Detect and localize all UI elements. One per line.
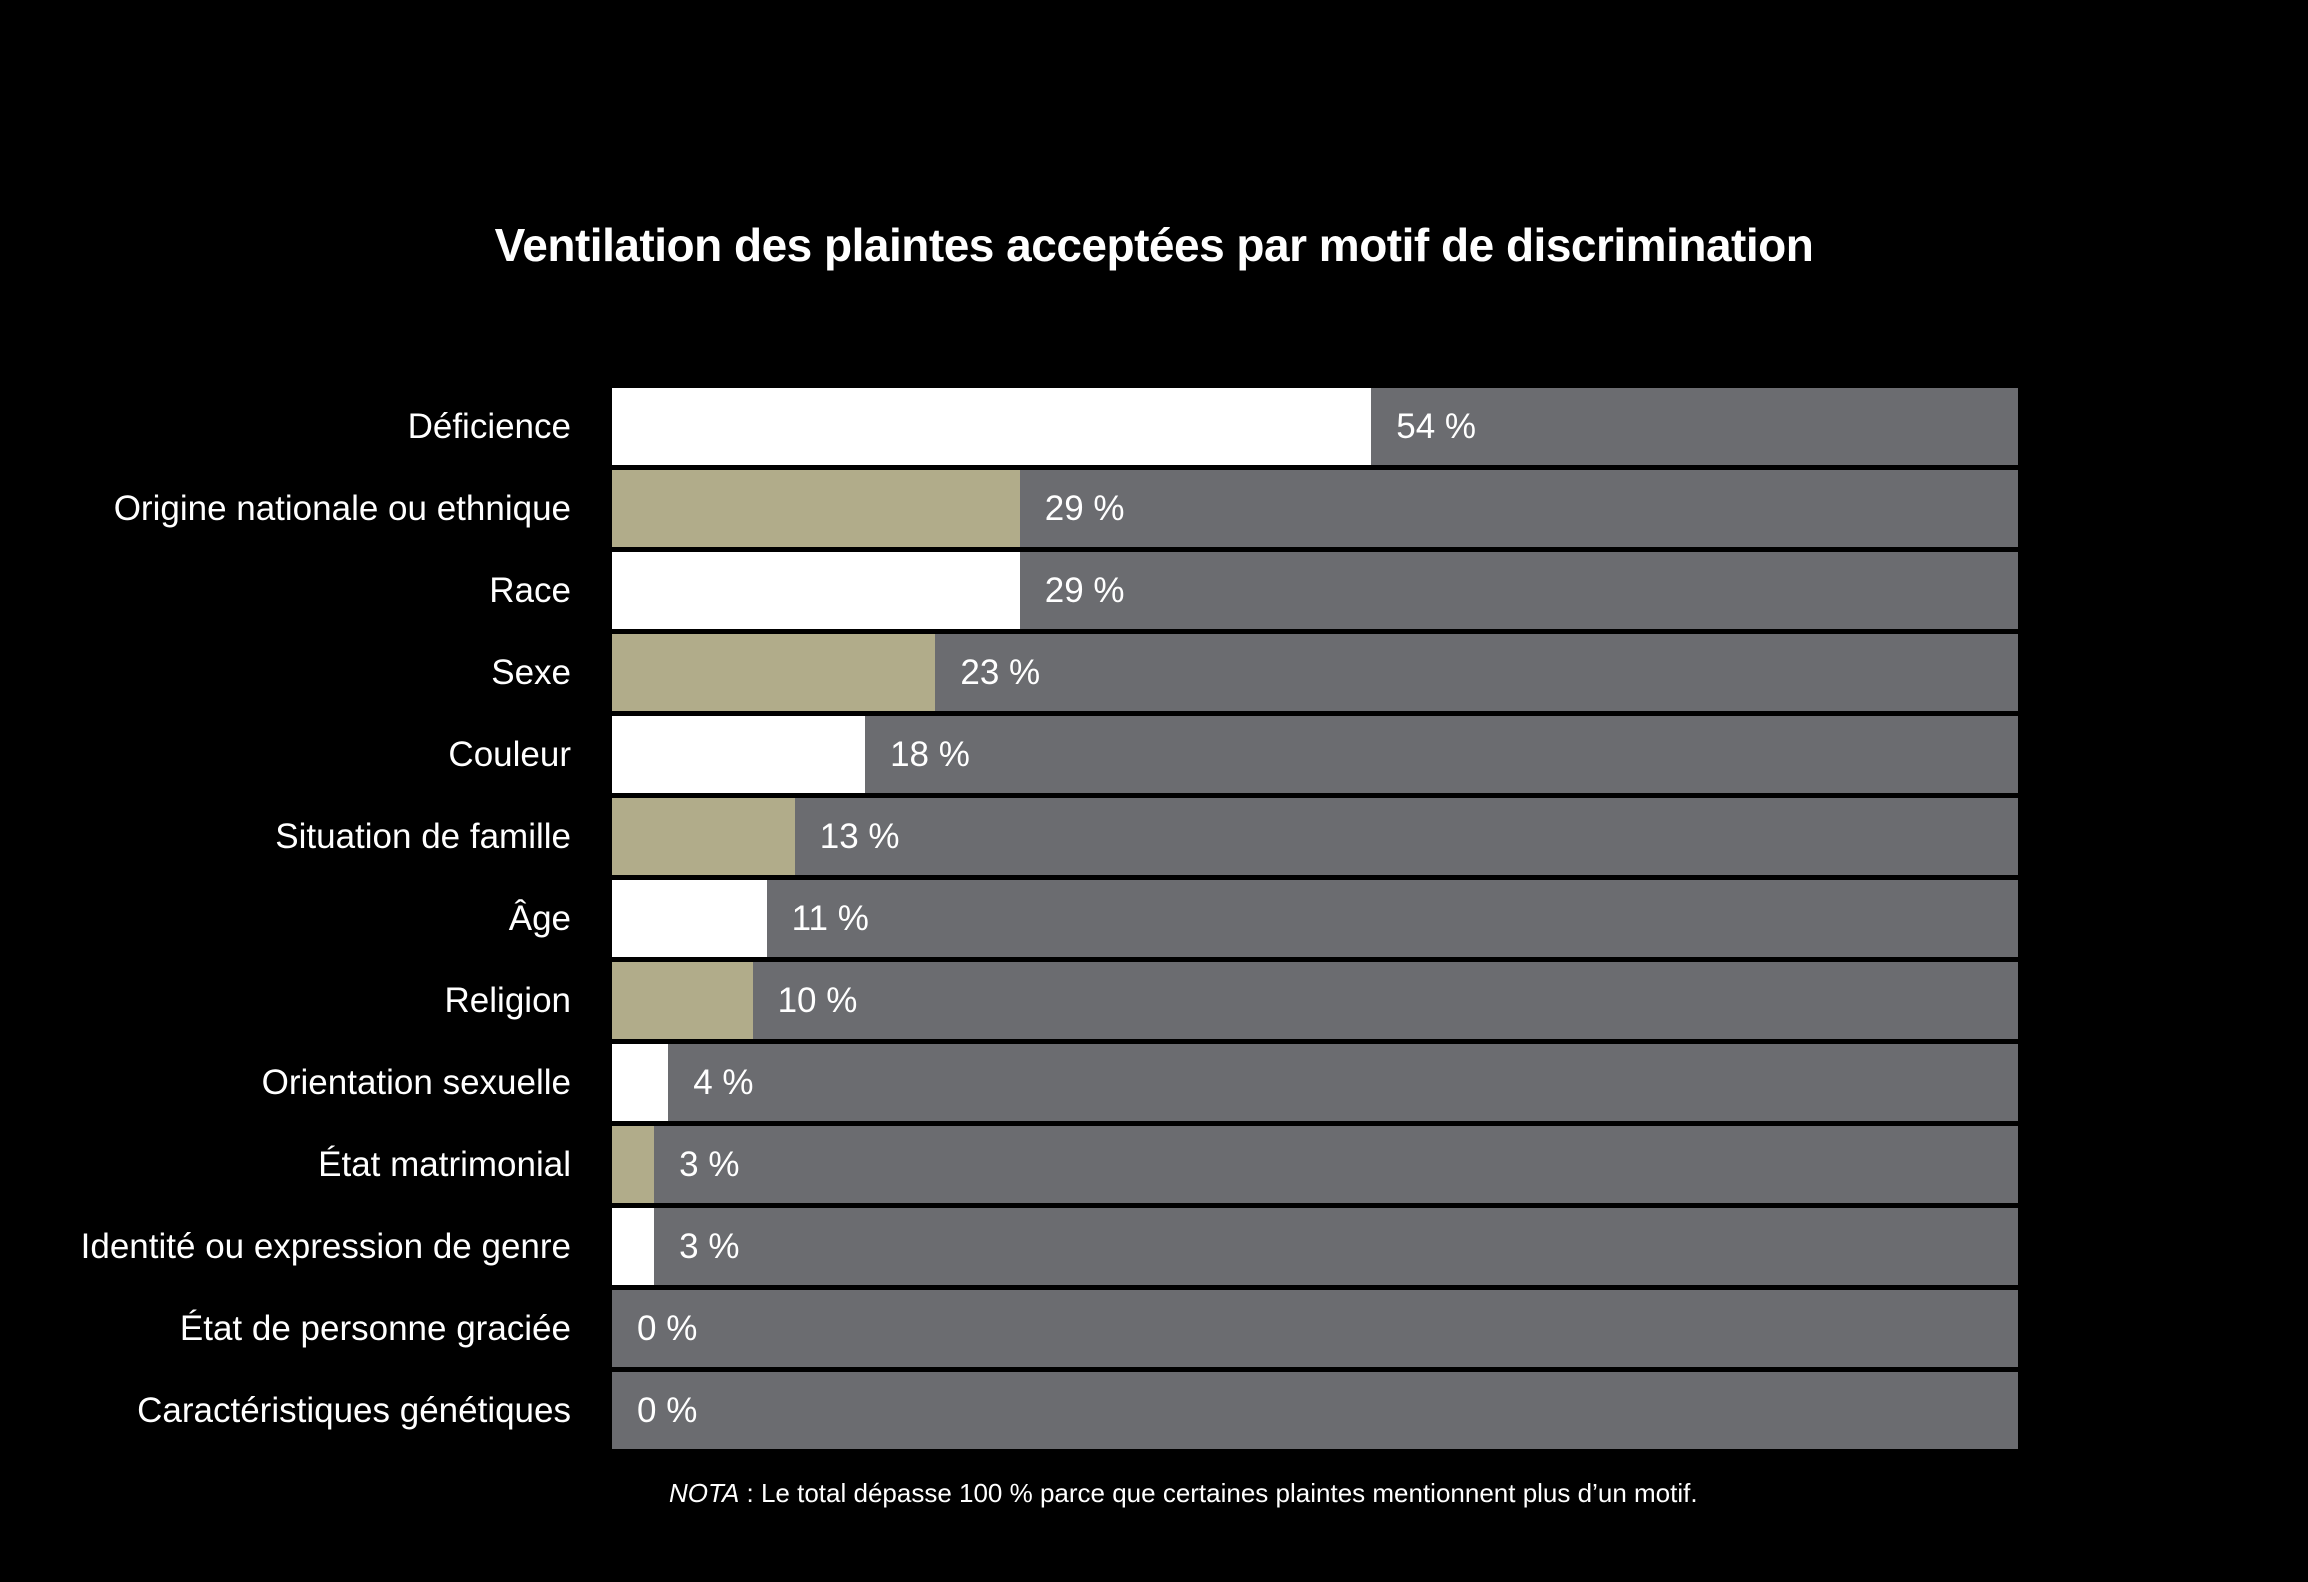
value-label: 11 %: [791, 898, 869, 938]
value-label: 10 %: [777, 980, 858, 1020]
value-label: 18 %: [890, 734, 970, 774]
bar-track: 29 %: [612, 552, 2018, 629]
category-label: Sexe: [491, 652, 571, 692]
category-label: Race: [489, 570, 571, 610]
value-label: 29 %: [1044, 488, 1125, 528]
bar-row: Identité ou expression de genre 3 %: [0, 1208, 2018, 1285]
category-label: État matrimonial: [318, 1144, 571, 1184]
bar-track: 0 %: [612, 1290, 2018, 1367]
bar-row: Race 29 %: [0, 552, 2018, 629]
bar-fill: [612, 1126, 655, 1203]
value-label: 54 %: [1396, 406, 1477, 446]
chart-title: Ventilation des plaintes acceptées par m…: [494, 219, 1814, 271]
bar-track: 23 %: [612, 634, 2018, 711]
bar-row: Situation de famille 13 %: [0, 798, 2018, 875]
category-label: Caractéristiques génétiques: [137, 1390, 571, 1430]
category-label: Origine nationale ou ethnique: [113, 488, 571, 528]
note-text: : Le total dépasse 100 % parce que certa…: [739, 1478, 1698, 1508]
value-label: 3 %: [679, 1144, 740, 1184]
chart-note: NOTA : Le total dépasse 100 % parce que …: [669, 1478, 1698, 1509]
bar-row: Religion 10 %: [0, 962, 2018, 1039]
bar-fill: [612, 880, 767, 957]
bar-fill: [612, 962, 753, 1039]
bar-row: Âge 11 %: [0, 880, 2018, 957]
category-label: Situation de famille: [275, 816, 571, 856]
category-label: État de personne graciée: [179, 1308, 571, 1348]
category-label: Déficience: [407, 406, 571, 446]
value-label: 0 %: [637, 1308, 698, 1348]
bar-fill: [612, 552, 1020, 629]
category-label: Âge: [508, 898, 571, 938]
bar-track: 3 %: [612, 1208, 2018, 1285]
bar-row: Orientation sexuelle 4 %: [0, 1044, 2018, 1121]
bar-chart: Déficience 54 % Origine nationale ou ethni…: [0, 388, 2018, 1449]
bar-row: État de personne graciée 0 %: [0, 1290, 2018, 1367]
category-label: Couleur: [448, 734, 571, 774]
value-label: 3 %: [679, 1226, 740, 1266]
bar-row: Caractéristiques génétiques 0 %: [0, 1372, 2018, 1449]
value-label: 0 %: [637, 1390, 698, 1430]
bar-fill: [612, 1044, 669, 1121]
bar-track: 4 %: [612, 1044, 2018, 1121]
category-label: Orientation sexuelle: [261, 1062, 571, 1102]
bar-fill: [612, 716, 866, 793]
bar-fill: [612, 1208, 655, 1285]
bar-row: Déficience 54 %: [0, 388, 2018, 465]
bar-track: 10 %: [612, 962, 2018, 1039]
value-label: 4 %: [693, 1062, 754, 1102]
value-label: 23 %: [960, 652, 1041, 692]
bar-fill: [612, 470, 1020, 547]
category-label: Identité ou expression de genre: [80, 1226, 571, 1266]
note-prefix: NOTA: [669, 1478, 740, 1508]
bar-fill: [612, 388, 1372, 465]
bar-track: 54 %: [612, 388, 2018, 465]
bar-fill: [612, 798, 795, 875]
value-label: 29 %: [1044, 570, 1125, 610]
bar-row: Sexe 23 %: [0, 634, 2018, 711]
bar-row: Origine nationale ou ethnique 29 %: [0, 470, 2018, 547]
bar-track: 18 %: [612, 716, 2018, 793]
bar-track: 0 %: [612, 1372, 2018, 1449]
bar-track: 3 %: [612, 1126, 2018, 1203]
bar-track: 13 %: [612, 798, 2018, 875]
value-label: 13 %: [819, 816, 900, 856]
bar-fill: [612, 634, 936, 711]
bar-track: 29 %: [612, 470, 2018, 547]
category-label: Religion: [444, 980, 571, 1020]
bar-track: 11 %: [612, 880, 2018, 957]
bar-row: Couleur 18 %: [0, 716, 2018, 793]
bar-row: État matrimonial 3 %: [0, 1126, 2018, 1203]
